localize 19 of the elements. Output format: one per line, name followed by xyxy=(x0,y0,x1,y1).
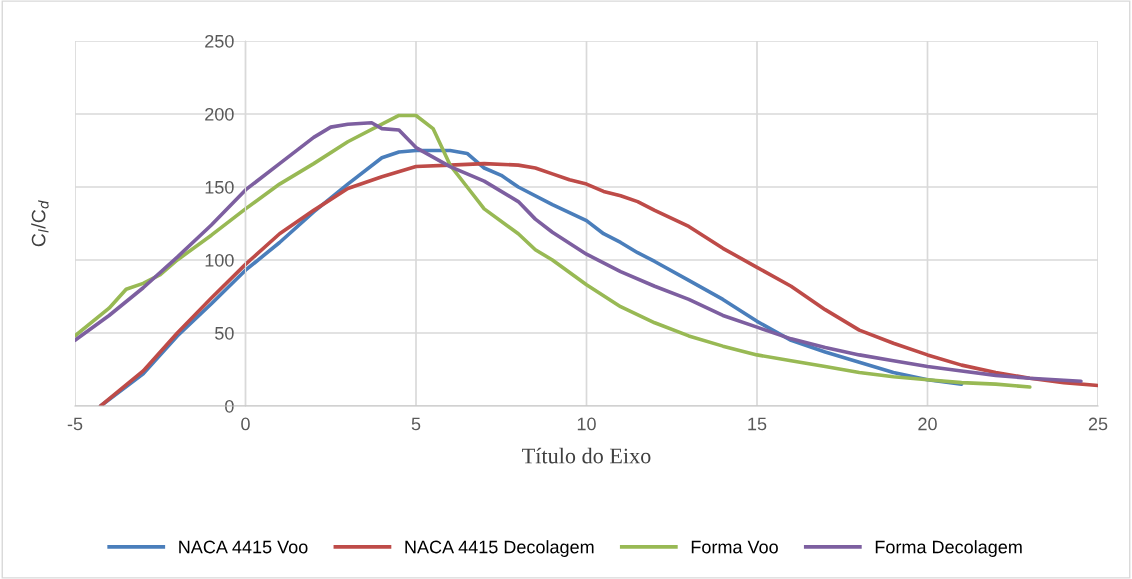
x-tick-label: 15 xyxy=(748,417,767,431)
y-tick-label: 0 xyxy=(225,399,234,413)
legend-label: Forma Voo xyxy=(691,540,778,554)
y-tick-label: 50 xyxy=(215,326,234,340)
y-tick-label: 100 xyxy=(205,253,234,267)
legend-label: NACA 4415 Voo xyxy=(179,540,308,554)
x-tick-label: 5 xyxy=(411,417,421,431)
y-tick-label: 200 xyxy=(205,107,234,121)
y-tick-label: 250 xyxy=(205,34,234,48)
x-tick-label: 25 xyxy=(1088,417,1108,431)
x-tick-label: 0 xyxy=(241,417,250,431)
y-tick-label: 150 xyxy=(205,180,234,194)
x-tick-label: 20 xyxy=(918,417,937,431)
y-axis-title: C$_{l}$/C$_{d}$ xyxy=(31,200,49,247)
x-tick-label: -5 xyxy=(67,417,83,431)
x-axis-title: Título do Eixo xyxy=(522,447,651,464)
x-tick-label: 10 xyxy=(577,417,596,431)
legend-label: Forma Decolagem xyxy=(875,540,1022,557)
legend-label: NACA 4415 Decolagem xyxy=(405,540,594,557)
